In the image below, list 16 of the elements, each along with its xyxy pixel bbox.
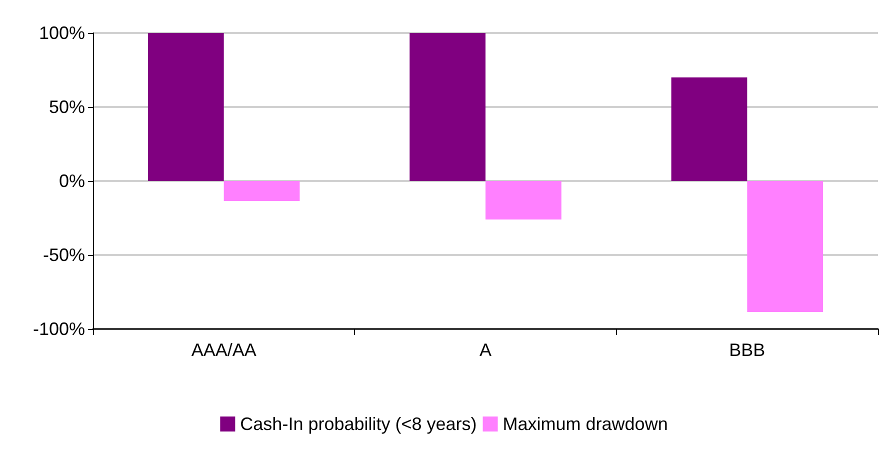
bar [671,77,748,181]
y-tick-label: -100% [32,319,85,339]
y-tick-label: 0% [58,171,85,191]
legend-label: Maximum drawdown [502,414,668,434]
bar [148,33,224,181]
bar [486,181,562,220]
bar [410,33,486,181]
legend-label: Cash-In probability (<8 years) [240,414,477,434]
y-tick-label: 50% [48,97,85,117]
x-tick-label: AAA/AA [191,340,256,360]
x-tick-label: BBB [729,340,766,360]
y-tick-label: -50% [42,245,85,265]
y-tick-label: 100% [38,23,85,43]
x-tick-label: A [479,340,492,360]
bar [747,181,824,312]
bar [224,181,300,201]
